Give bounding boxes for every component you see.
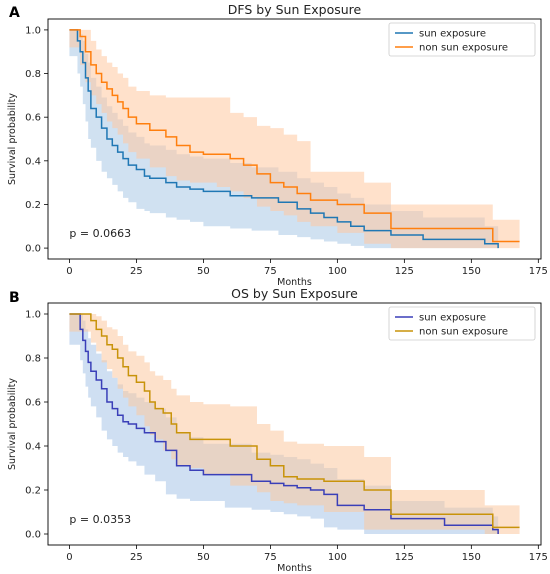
p-value-annotation: p = 0.0663 <box>69 227 131 240</box>
p-value-annotation: p = 0.0353 <box>69 513 131 526</box>
legend-box <box>388 306 536 341</box>
plot-frame <box>47 302 542 546</box>
ci-band-non-sun <box>69 29 520 249</box>
y-tick-label: 1.0 <box>25 310 41 321</box>
x-tick-label: 150 <box>462 552 481 563</box>
survival-line-sun <box>69 313 499 534</box>
x-tick-label: 25 <box>130 266 143 277</box>
legend-label: sun exposure <box>419 29 486 40</box>
y-tick-label: 0.6 <box>25 113 41 124</box>
panel-b: B OS by Sun Exposure 0 25 50 75 100 125 150 175 0.… <box>7 286 548 574</box>
y-axis-label: Survival probability <box>7 378 18 470</box>
x-tick-label: 100 <box>328 266 347 277</box>
chart-title: OS by Sun Exposure <box>231 286 358 301</box>
legend-label: non sun exposure <box>419 327 508 338</box>
survival-line-non-sun <box>69 313 520 529</box>
x-tick-label: 25 <box>130 552 143 563</box>
y-tick-label: 0.8 <box>25 69 41 80</box>
x-tick-label: 125 <box>395 552 414 563</box>
x-axis-label: Months <box>277 563 312 574</box>
x-tick-label: 50 <box>197 552 210 563</box>
x-tick-label: 0 <box>66 266 72 277</box>
y-tick-label: 1.0 <box>25 25 41 36</box>
y-tick-label: 0.6 <box>25 398 41 409</box>
chart-title: DFS by Sun Exposure <box>228 2 362 17</box>
ci-band-sun <box>69 29 499 249</box>
x-tick-label: 175 <box>529 552 548 563</box>
ci-band-non-sun <box>69 314 520 534</box>
y-tick-label: 0.0 <box>25 244 41 255</box>
survival-line-sun <box>69 29 499 249</box>
y-tick-label: 0.8 <box>25 354 41 365</box>
legend-label: non sun exposure <box>419 43 508 54</box>
panel-letter: A <box>9 5 20 21</box>
x-tick-label: 100 <box>328 552 347 563</box>
plot-frame <box>47 18 542 260</box>
y-tick-label: 0.4 <box>25 442 41 453</box>
legend-label: sun exposure <box>419 313 486 324</box>
legend: sun exposure non sun exposure <box>388 22 536 57</box>
x-tick-label: 75 <box>264 266 277 277</box>
legend: sun exposure non sun exposure <box>388 306 536 341</box>
x-tick-label: 0 <box>66 552 72 563</box>
legend-box <box>388 22 536 57</box>
panel-letter: B <box>9 290 20 306</box>
x-tick-label: 150 <box>462 266 481 277</box>
y-tick-label: 0.0 <box>25 530 41 541</box>
x-tick-label: 125 <box>395 266 414 277</box>
x-tick-label: 175 <box>529 266 548 277</box>
x-axis-label: Months <box>277 277 312 288</box>
y-tick-label: 0.4 <box>25 156 41 167</box>
panel-a: A DFS by Sun Exposure 0 25 50 75 100 125 150 175 0… <box>7 2 548 288</box>
y-axis-label: Survival probability <box>7 93 18 185</box>
x-tick-label: 50 <box>197 266 210 277</box>
x-tick-label: 75 <box>264 552 277 563</box>
survival-line-non-sun <box>69 29 520 243</box>
y-tick-label: 0.2 <box>25 486 41 497</box>
y-tick-label: 0.2 <box>25 200 41 211</box>
ci-band-sun <box>69 314 499 534</box>
